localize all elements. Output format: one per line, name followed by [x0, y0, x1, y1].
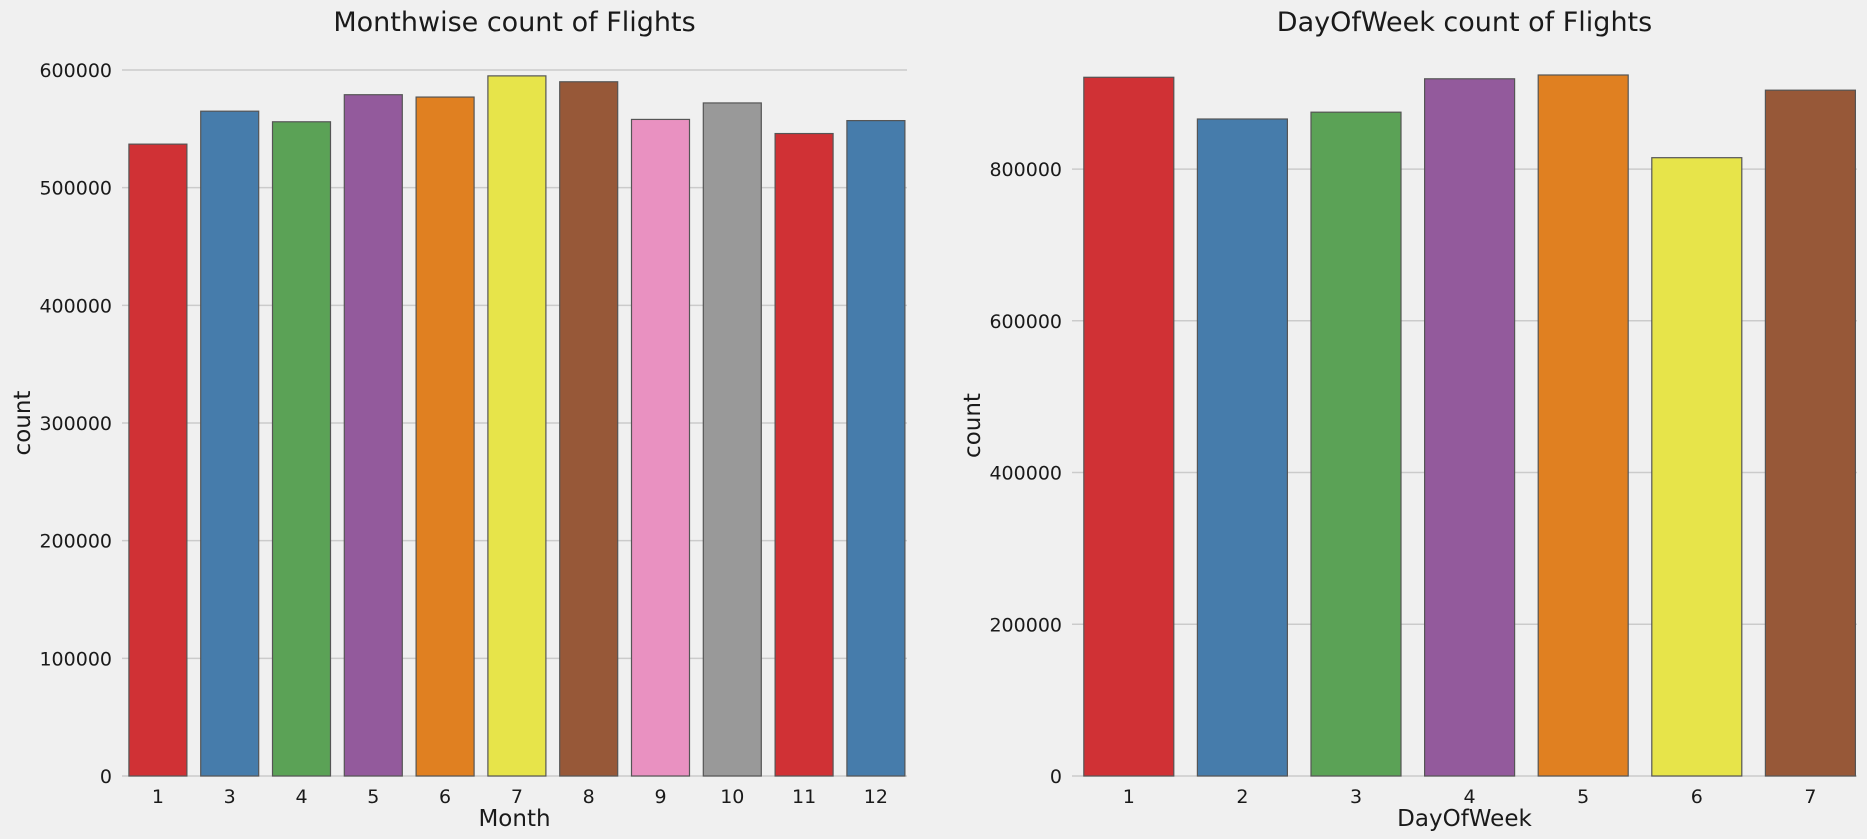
x-tick-label: 4 [295, 786, 307, 808]
x-tick-label: 2 [1236, 786, 1248, 808]
y-tick-label: 400000 [989, 463, 1062, 485]
x-tick-label: 9 [654, 786, 666, 808]
chart-monthwise: Monthwise count of Flights Month count 0… [10, 7, 907, 832]
y-tick-label: 0 [100, 766, 112, 788]
chart-dayofweek: DayOfWeek count of Flights DayOfWeek cou… [960, 7, 1857, 832]
y-axis-label: count [960, 393, 986, 458]
bar [1083, 76, 1175, 777]
bar [1310, 111, 1402, 777]
x-tick-label: 6 [439, 786, 451, 808]
bar [343, 94, 403, 777]
bar [630, 118, 691, 777]
x-tick-label: 8 [583, 786, 595, 808]
y-tick-label: 600000 [39, 60, 112, 82]
bar [487, 75, 547, 777]
x-axis-label: DayOfWeek [1397, 806, 1532, 832]
bar [774, 132, 834, 777]
y-tick-label: 800000 [989, 159, 1062, 181]
x-tick-label: 7 [1804, 786, 1816, 808]
bar [271, 121, 332, 777]
x-tick-label: 4 [1464, 786, 1476, 808]
bar [1537, 74, 1629, 777]
chart-title: Monthwise count of Flights [333, 7, 695, 38]
x-tick-label: 12 [864, 786, 888, 808]
x-tick-label: 5 [367, 786, 379, 808]
y-tick-label: 300000 [39, 413, 112, 435]
y-tick-label: 600000 [989, 311, 1062, 333]
bar [200, 110, 260, 777]
x-tick-label: 11 [792, 786, 816, 808]
bar [1764, 89, 1857, 777]
x-tick-label: 6 [1691, 786, 1703, 808]
bar [415, 96, 475, 777]
y-tick-label: 500000 [39, 178, 112, 200]
x-tick-label: 7 [511, 786, 523, 808]
bar [702, 102, 762, 777]
bar [128, 143, 188, 777]
y-axis-label: count [10, 391, 36, 456]
y-tick-label: 0 [1050, 766, 1062, 788]
x-tick-label: 10 [720, 786, 744, 808]
bar [1651, 157, 1743, 777]
x-tick-label: 1 [1123, 786, 1135, 808]
x-tick-label: 3 [224, 786, 236, 808]
bar [1423, 78, 1516, 777]
x-tick-label: 1 [152, 786, 164, 808]
bar [846, 119, 906, 777]
bar [1196, 118, 1289, 777]
y-tick-label: 100000 [39, 648, 112, 670]
y-tick-label: 200000 [989, 614, 1062, 636]
y-tick-label: 400000 [39, 295, 112, 317]
x-axis-label: Month [478, 806, 550, 832]
y-tick-label: 200000 [39, 531, 112, 553]
x-tick-label: 3 [1350, 786, 1362, 808]
chart-title: DayOfWeek count of Flights [1277, 7, 1652, 38]
x-tick-label: 5 [1577, 786, 1589, 808]
bar [559, 81, 619, 777]
